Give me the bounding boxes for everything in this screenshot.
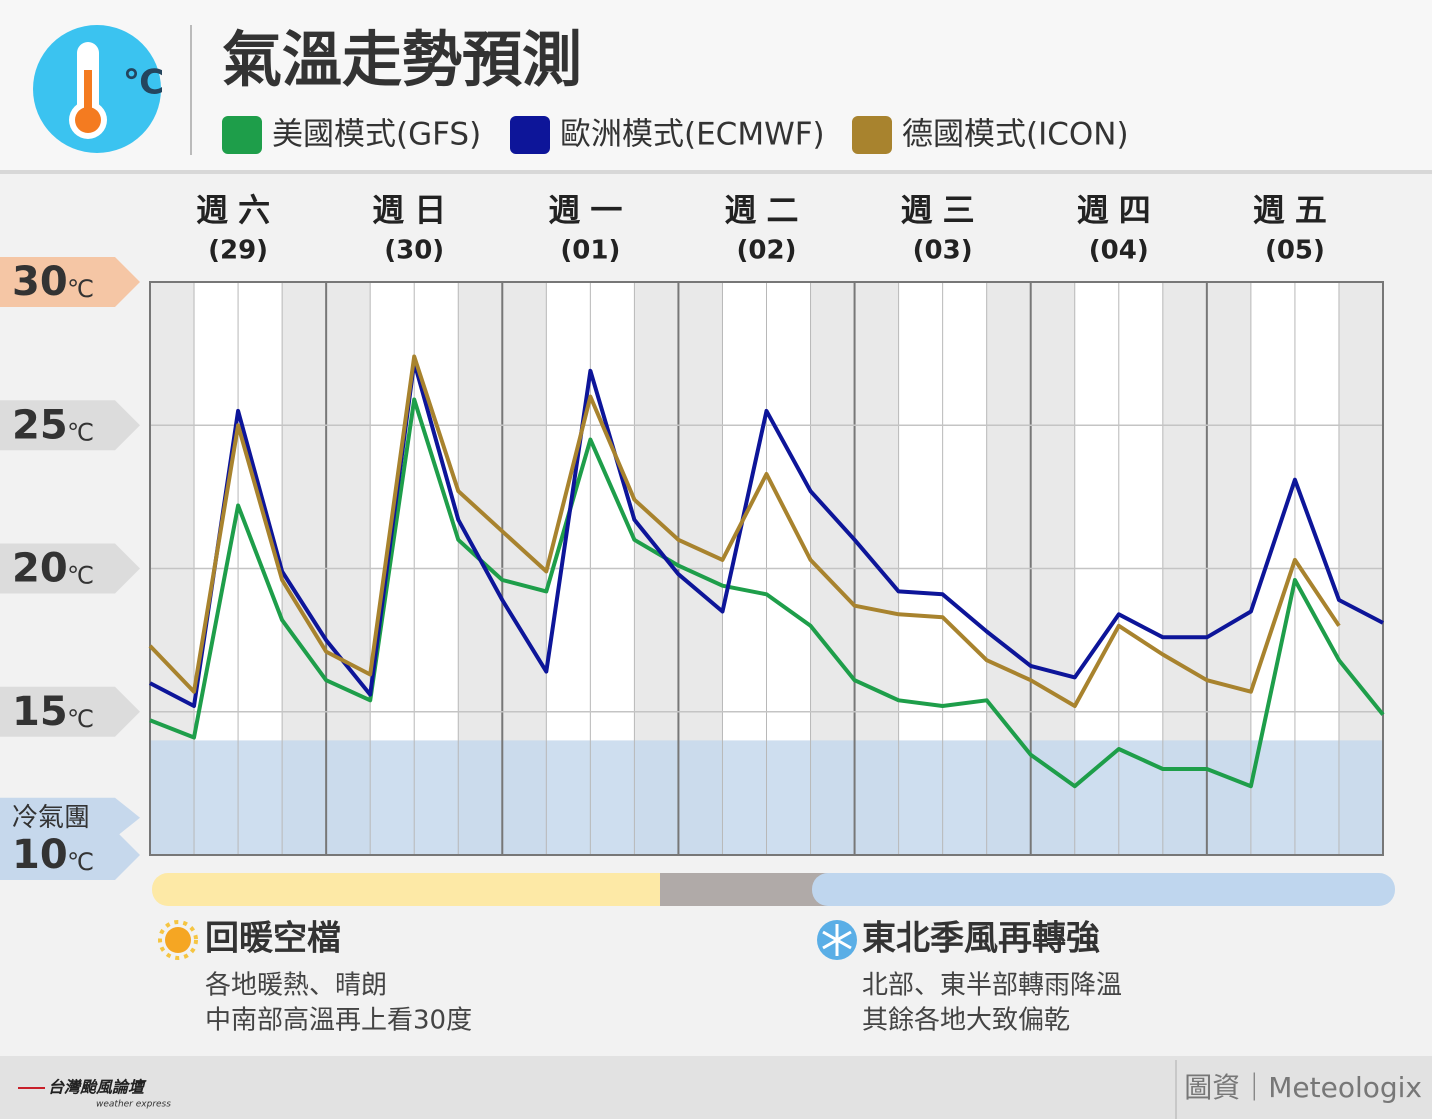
y-tick-unit: ℃ xyxy=(67,418,94,446)
thermo-level xyxy=(84,70,92,120)
y-tick-unit: ℃ xyxy=(67,848,94,876)
day-label: 週三 xyxy=(901,191,985,229)
day-label: 週五 xyxy=(1253,191,1337,229)
y-tick-label: 15 xyxy=(12,689,68,735)
y-tick-label: 25 xyxy=(12,402,68,448)
note-title: 回暖空檔 xyxy=(205,919,341,959)
tick-tag xyxy=(0,400,140,451)
legend-label: 歐洲模式(ECMWF) xyxy=(560,117,825,153)
legend-label: 德國模式(ICON) xyxy=(902,117,1129,153)
y-tick-unit: ℃ xyxy=(67,705,94,733)
footer-logo-sub: weather express xyxy=(96,1100,171,1110)
page-title: 氣溫走勢預測 xyxy=(222,26,582,96)
y-tick-label: 10 xyxy=(12,832,68,878)
sun-rays xyxy=(158,920,198,960)
plot xyxy=(148,281,1385,856)
note-line: 各地暖熱、晴朗 xyxy=(205,971,387,1001)
footer-logo: 台灣颱風論壇 xyxy=(48,1078,147,1097)
cold-label: 冷氣團 xyxy=(12,803,90,833)
series-line xyxy=(149,360,1384,708)
tick-tag xyxy=(0,830,140,880)
sun-icon xyxy=(165,927,191,953)
header-shadow xyxy=(0,170,1432,174)
note-line: 其餘各地大致偏乾 xyxy=(862,1006,1070,1036)
y-tick-unit: ℃ xyxy=(67,562,94,590)
date-label: (03) xyxy=(913,236,973,266)
day-label: 週日 xyxy=(372,191,456,229)
footer-bg xyxy=(0,1056,1432,1119)
day-label: 週一 xyxy=(548,191,632,229)
snowflake xyxy=(822,924,852,956)
note-line: 北部、東半部轉雨降溫 xyxy=(862,971,1122,1001)
tick-tag xyxy=(0,543,140,594)
tick-tag xyxy=(0,257,140,307)
day-label: 週六 xyxy=(196,191,280,229)
legend: 美國模式(GFS) 歐洲模式(ECMWF) 德國模式(ICON) xyxy=(222,116,1129,154)
series-line xyxy=(149,397,1385,789)
date-label: (05) xyxy=(1265,236,1325,266)
date-label: (04) xyxy=(1089,236,1149,266)
cold-period-bar xyxy=(812,873,1395,906)
plot-frame xyxy=(149,281,1384,856)
note-title: 東北季風再轉強 xyxy=(862,919,1100,959)
note-line: 中南部高溫再上看30度 xyxy=(205,1006,472,1036)
y-tick-label: 30 xyxy=(12,259,68,305)
date-label: (02) xyxy=(737,236,797,266)
warm-period-bar xyxy=(152,873,678,906)
day-label: 週二 xyxy=(724,191,808,229)
y-tick-label: 20 xyxy=(12,546,68,592)
date-label: (29) xyxy=(208,236,268,266)
legend-swatch xyxy=(222,116,262,154)
date-label: (30) xyxy=(384,236,444,266)
date-label: (01) xyxy=(560,236,620,266)
icon-unit: ℃ xyxy=(123,63,164,103)
footer-source: 圖資｜Meteologix xyxy=(1184,1071,1422,1104)
tick-tag xyxy=(0,686,140,737)
legend-swatch xyxy=(510,116,550,154)
series-line xyxy=(148,354,1341,708)
legend-swatch xyxy=(852,116,892,154)
day-label: 週四 xyxy=(1077,191,1161,229)
y-tick-unit: ℃ xyxy=(67,275,94,303)
legend-label: 美國模式(GFS) xyxy=(272,117,481,153)
cold-tag xyxy=(0,797,140,838)
transition-bar xyxy=(660,873,830,906)
